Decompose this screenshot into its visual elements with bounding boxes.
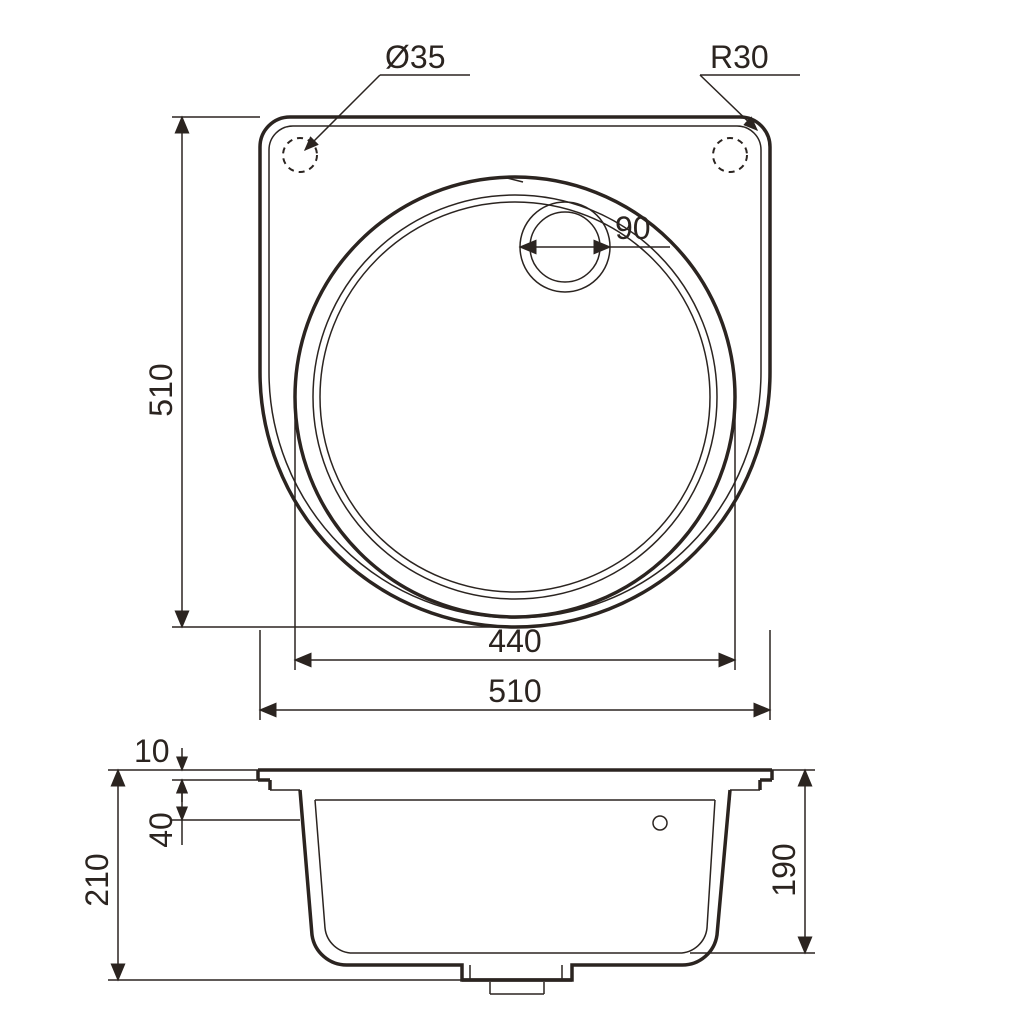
label-depth-overall: 210 bbox=[79, 853, 115, 906]
label-width-overall: 510 bbox=[488, 673, 541, 709]
technical-drawing: Ø35 R30 90 510 440 bbox=[0, 0, 1024, 1024]
label-height-overall: 510 bbox=[143, 363, 179, 416]
label-step: 40 bbox=[143, 812, 179, 848]
label-rim: 10 bbox=[134, 733, 170, 769]
dim-height-overall: 510 bbox=[143, 117, 515, 627]
top-view bbox=[260, 117, 770, 627]
label-depth-bowl: 190 bbox=[766, 843, 802, 896]
dim-depth-bowl: 190 bbox=[690, 770, 815, 953]
top-dimensions: Ø35 R30 90 510 440 bbox=[143, 39, 800, 720]
label-corner-radius: R30 bbox=[710, 39, 769, 75]
dim-step: 40 bbox=[143, 780, 182, 848]
side-view bbox=[258, 770, 772, 994]
dim-bowl-width: 440 bbox=[295, 400, 735, 670]
label-bowl-dia: 440 bbox=[488, 623, 541, 659]
dim-tap-diameter: Ø35 bbox=[305, 39, 470, 150]
dim-rim: 10 bbox=[134, 733, 182, 802]
dim-depth-overall: 210 bbox=[79, 770, 118, 980]
label-tap-diameter: Ø35 bbox=[385, 39, 445, 75]
label-drain-dia: 90 bbox=[615, 210, 651, 246]
